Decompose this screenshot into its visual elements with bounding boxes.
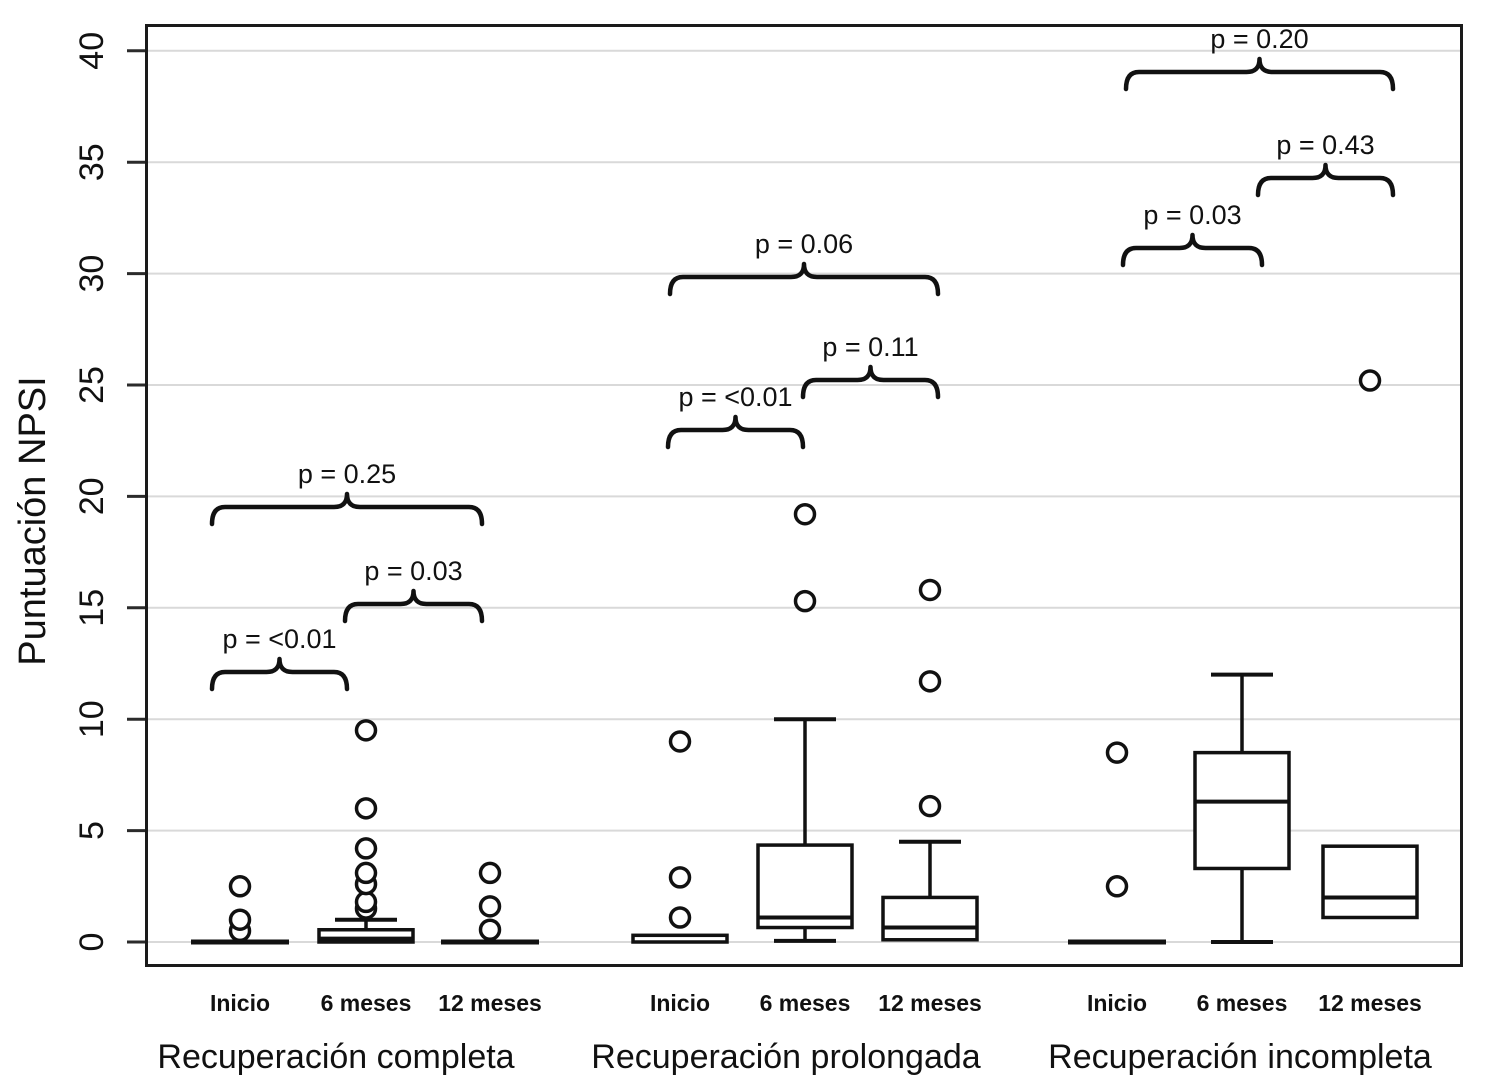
p-value-bracket (800, 364, 941, 400)
annotation-layer: p = <0.01 p = 0.03 p = 0.25 p = <0.01 p = 0.… (209, 24, 1396, 692)
p-value-bracket (1255, 162, 1396, 198)
p-value-bracket (1120, 232, 1265, 268)
outlier-point (1105, 875, 1129, 898)
outlier-point (228, 875, 252, 898)
x-tick-label: Inicio (210, 990, 270, 1016)
outlier-point (1358, 369, 1382, 392)
p-value-label: p = 0.06 (755, 229, 853, 259)
outlier-point (918, 670, 942, 693)
x-tick-label: 6 meses (321, 990, 412, 1016)
p-value-bracket (667, 261, 941, 297)
p-value-bracket (342, 588, 485, 624)
y-tick-label: 10 (73, 700, 111, 738)
x-tick-label: 12 meses (438, 990, 542, 1016)
p-value-label: p = 0.43 (1276, 130, 1374, 160)
p-value-bracket (665, 414, 806, 450)
boxplot-box (1193, 750, 1291, 871)
y-tick-label: 25 (73, 366, 111, 404)
p-value-label: p = <0.01 (222, 624, 336, 654)
group-label: Recuperación incompleta (1048, 1038, 1432, 1076)
y-tick-label: 0 (73, 933, 111, 952)
x-tick-label: 6 meses (1197, 990, 1288, 1016)
group-label: Recuperación completa (157, 1038, 514, 1076)
p-value-label: p = 0.25 (298, 459, 396, 489)
outlier-point (354, 837, 378, 860)
boxplot-box (1321, 844, 1419, 920)
y-tick-label: 30 (73, 255, 111, 293)
outlier-point (668, 866, 692, 889)
outlier-point (793, 502, 817, 526)
x-tick-label: 12 meses (878, 990, 982, 1016)
x-tick-label: 12 meses (1318, 990, 1422, 1016)
label-layer: Inicio 6 meses 12 meses Recuperación comple… (157, 990, 1432, 1076)
p-value-label: p = 0.03 (364, 556, 462, 586)
group-label: Recuperación prolongada (591, 1038, 980, 1076)
outlier-point (354, 719, 378, 742)
boxplot-box (756, 843, 854, 930)
y-tick-label: 5 (73, 821, 111, 840)
outlier-point (354, 797, 378, 820)
outlier-point (918, 578, 942, 602)
p-value-label: p = 0.03 (1143, 200, 1241, 230)
y-tick-label: 35 (73, 143, 111, 181)
p-value-label: p = 0.20 (1210, 24, 1308, 54)
outlier-point (1105, 741, 1129, 764)
boxplot-box (631, 933, 729, 944)
y-tick-label: 20 (73, 477, 111, 515)
boxplot-box (881, 895, 979, 942)
outlier-point (228, 908, 252, 931)
axis-layer: 0 5 10 15 20 25 30 35 40 (73, 24, 1463, 967)
data-layer (191, 369, 1419, 945)
outlier-point (793, 589, 817, 613)
outlier-point (478, 861, 502, 885)
x-tick-label: 6 meses (760, 990, 851, 1016)
outlier-point (354, 861, 378, 885)
x-tick-label: Inicio (1087, 990, 1147, 1016)
y-tick-label: 40 (73, 32, 111, 70)
x-tick-label: Inicio (650, 990, 710, 1016)
p-value-bracket (209, 656, 350, 692)
outlier-point (918, 794, 942, 818)
p-value-label: p = 0.11 (822, 332, 918, 362)
outlier-point (668, 730, 692, 753)
p-value-label: p = <0.01 (678, 382, 792, 412)
p-value-bracket (209, 491, 485, 527)
p-value-bracket (1123, 56, 1396, 92)
outlier-point (478, 918, 502, 941)
outlier-point (668, 906, 692, 929)
y-tick-label: 15 (73, 589, 111, 627)
plot-border (145, 24, 1463, 967)
y-axis-title: Puntuación NPSI (12, 376, 54, 665)
outlier-point (478, 895, 502, 918)
